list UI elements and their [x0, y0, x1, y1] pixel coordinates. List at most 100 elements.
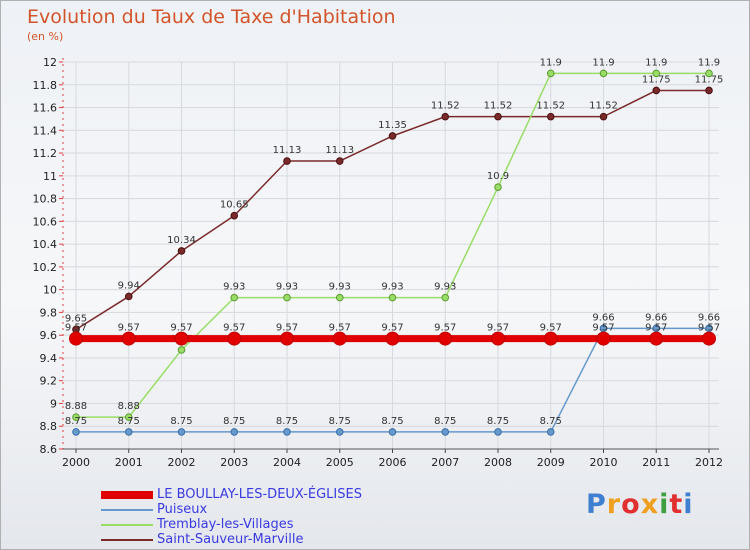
series-0-point-1	[121, 331, 136, 346]
series-3-label-11: 11.75	[642, 74, 671, 85]
series-3-point-9	[546, 112, 555, 121]
series-1-label-4: 8.75	[276, 416, 298, 427]
series-0-label-5: 9.57	[329, 323, 351, 334]
series-0-label-9: 9.57	[540, 323, 562, 334]
y-tick-label-10: 10.6	[33, 215, 58, 228]
legend-item-0: LE BOULLAY-LES-DEUX-ÉGLISES	[101, 487, 431, 503]
series-1-label-10: 9.66	[592, 312, 614, 323]
series-0-label-7: 9.57	[434, 323, 456, 334]
y-tick-label-12: 11	[43, 170, 57, 183]
series-3-point-10	[599, 112, 608, 121]
series-2-label-8: 10.9	[487, 171, 509, 182]
series-1-label-3: 8.75	[223, 416, 245, 427]
series-2-point-11	[652, 69, 661, 78]
logo-letter-2: o	[621, 489, 641, 520]
series-0-point-10	[596, 331, 611, 346]
y-tick-label-17: 12	[43, 56, 57, 69]
series-2-label-10: 11.9	[592, 57, 614, 68]
series-3-point-2	[177, 247, 186, 255]
series-3-point-3	[230, 211, 239, 220]
legend-item-3: Saint-Sauveur-Marville	[101, 532, 431, 548]
series-1-label-9: 8.75	[540, 416, 562, 427]
series-3-point-6	[388, 132, 397, 140]
series-1-point-9	[546, 428, 555, 436]
series-1-label-0: 8.75	[65, 416, 87, 427]
series-1-point-3	[230, 428, 239, 436]
logo-letter-0: P	[586, 489, 607, 520]
legend-label-2: Tremblay-les-Villages	[157, 517, 294, 532]
legend-swatch-0	[101, 491, 153, 499]
logo-letter-6: i	[683, 489, 694, 520]
series-2-label-12: 11.9	[698, 57, 720, 68]
y-tick-label-0: 8.6	[40, 443, 58, 456]
series-3-point-4	[283, 157, 291, 165]
y-tick-label-14: 11.4	[33, 124, 58, 137]
x-tick-label-0: 2000	[62, 456, 90, 469]
series-2-label-9: 11.9	[540, 57, 562, 68]
series-0-point-0	[69, 331, 83, 346]
series-0-point-6	[385, 331, 400, 346]
chart-unit: (en %)	[27, 30, 64, 43]
logo-letter-5: t	[669, 489, 684, 520]
series-2-label-1: 8.88	[118, 401, 140, 412]
series-2-point-0	[72, 413, 80, 421]
series-3-label-6: 11.35	[378, 120, 407, 131]
series-2-point-10	[599, 69, 608, 78]
series-0-label-3: 9.57	[223, 323, 245, 334]
x-tick-label-8: 2008	[484, 456, 512, 469]
y-tick-label-9: 10.4	[33, 238, 58, 251]
series-2-label-7: 9.93	[434, 282, 456, 293]
x-tick-label-6: 2006	[379, 456, 407, 469]
legend-swatch-3	[101, 539, 153, 541]
series-3-point-12	[705, 86, 713, 95]
series-0-point-8	[491, 331, 505, 346]
series-1-label-7: 8.75	[434, 416, 456, 427]
x-tick-label-4: 2004	[273, 456, 301, 469]
series-1-point-7	[441, 428, 450, 436]
x-tick-label-5: 2005	[326, 456, 354, 469]
series-3-label-7: 11.52	[431, 101, 460, 112]
series-1-point-1	[124, 428, 133, 436]
y-tick-label-6: 9.8	[40, 306, 58, 319]
chart-title: Evolution du Taux de Taxe d'Habitation	[27, 6, 396, 28]
series-3-point-5	[335, 157, 344, 165]
series-0-point-3	[227, 331, 242, 346]
x-tick-label-10: 2010	[590, 456, 618, 469]
series-0-point-5	[332, 331, 347, 346]
y-tick-label-1: 8.8	[40, 420, 58, 433]
series-1-label-5: 8.75	[329, 416, 351, 427]
x-tick-label-7: 2007	[431, 456, 459, 469]
series-0-point-4	[280, 331, 294, 346]
series-2-point-1	[124, 413, 133, 421]
x-tick-label-11: 2011	[642, 456, 670, 469]
series-2-point-2	[177, 346, 186, 354]
series-0-label-10: 9.57	[592, 323, 614, 334]
logo-letter-4: i	[659, 489, 670, 520]
y-tick-label-4: 9.4	[40, 352, 58, 365]
series-2-label-5: 9.93	[329, 282, 351, 293]
y-tick-label-11: 10.8	[33, 193, 58, 206]
logo-letter-3: x	[640, 489, 660, 520]
series-0-label-2: 9.57	[170, 323, 192, 334]
series-3-label-3: 10.65	[220, 200, 249, 211]
series-2-point-12	[705, 69, 713, 78]
logo-letter-1: r	[606, 489, 622, 520]
series-3-point-1	[124, 292, 133, 301]
series-0-point-12	[702, 331, 716, 346]
series-0-label-8: 9.57	[487, 323, 509, 334]
series-1-point-8	[494, 428, 502, 436]
series-0-label-4: 9.57	[276, 323, 298, 334]
series-0-label-0: 9.57	[65, 323, 87, 334]
legend-label-1: Puiseux	[157, 502, 208, 517]
series-2-point-9	[546, 69, 555, 78]
legend: LE BOULLAY-LES-DEUX-ÉGLISES Puiseux Trem…	[101, 487, 431, 548]
legend-label-0: LE BOULLAY-LES-DEUX-ÉGLISES	[157, 487, 362, 502]
series-3-label-5: 11.13	[325, 145, 354, 156]
legend-item-1: Puiseux	[101, 502, 431, 518]
series-3-label-12: 11.75	[695, 74, 724, 85]
series-2-label-6: 9.93	[381, 282, 403, 293]
legend-swatch-1	[101, 509, 153, 511]
x-tick-label-3: 2003	[220, 456, 248, 469]
